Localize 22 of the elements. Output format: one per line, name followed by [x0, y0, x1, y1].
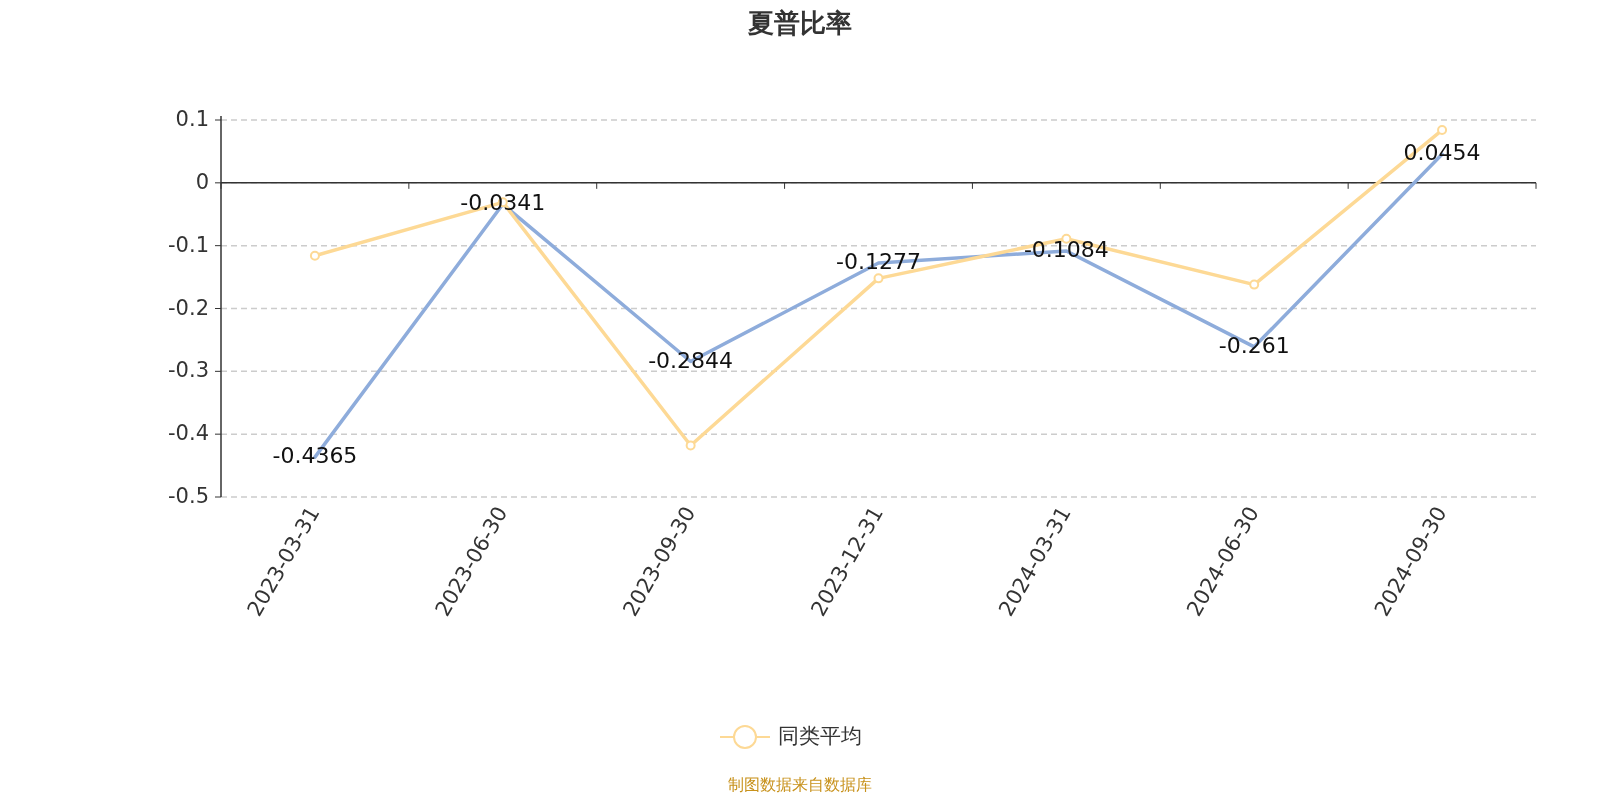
text: 制图数据来自数据库 — [728, 775, 872, 794]
chart-title: 夏普比率 — [747, 8, 852, 38]
data-label: -0.2844 — [648, 347, 734, 373]
y-tick-label: -0.5 — [168, 484, 209, 508]
y-tick-label: -0.2 — [168, 295, 209, 320]
legend-label: 同类平均 — [778, 724, 862, 748]
data-label: -0.0341 — [460, 190, 546, 216]
data-label: 0.0454 — [1403, 140, 1481, 166]
data-label: -0.261 — [1218, 332, 1290, 358]
point — [873, 273, 884, 284]
point — [1437, 125, 1448, 136]
data-label: -0.4365 — [272, 443, 358, 469]
y-tick-label: -0.4 — [168, 421, 209, 446]
y-tick-label: 0.1 — [175, 107, 209, 131]
y-tick-label: -0.1 — [168, 232, 209, 257]
data-label: -0.1277 — [836, 249, 921, 275]
point — [1249, 279, 1260, 290]
y-tick-label: -0.3 — [168, 358, 209, 383]
point — [309, 250, 320, 261]
data-label: -0.1084 — [1023, 236, 1109, 262]
point — [685, 440, 696, 451]
y-tick-label: 0 — [195, 169, 209, 194]
